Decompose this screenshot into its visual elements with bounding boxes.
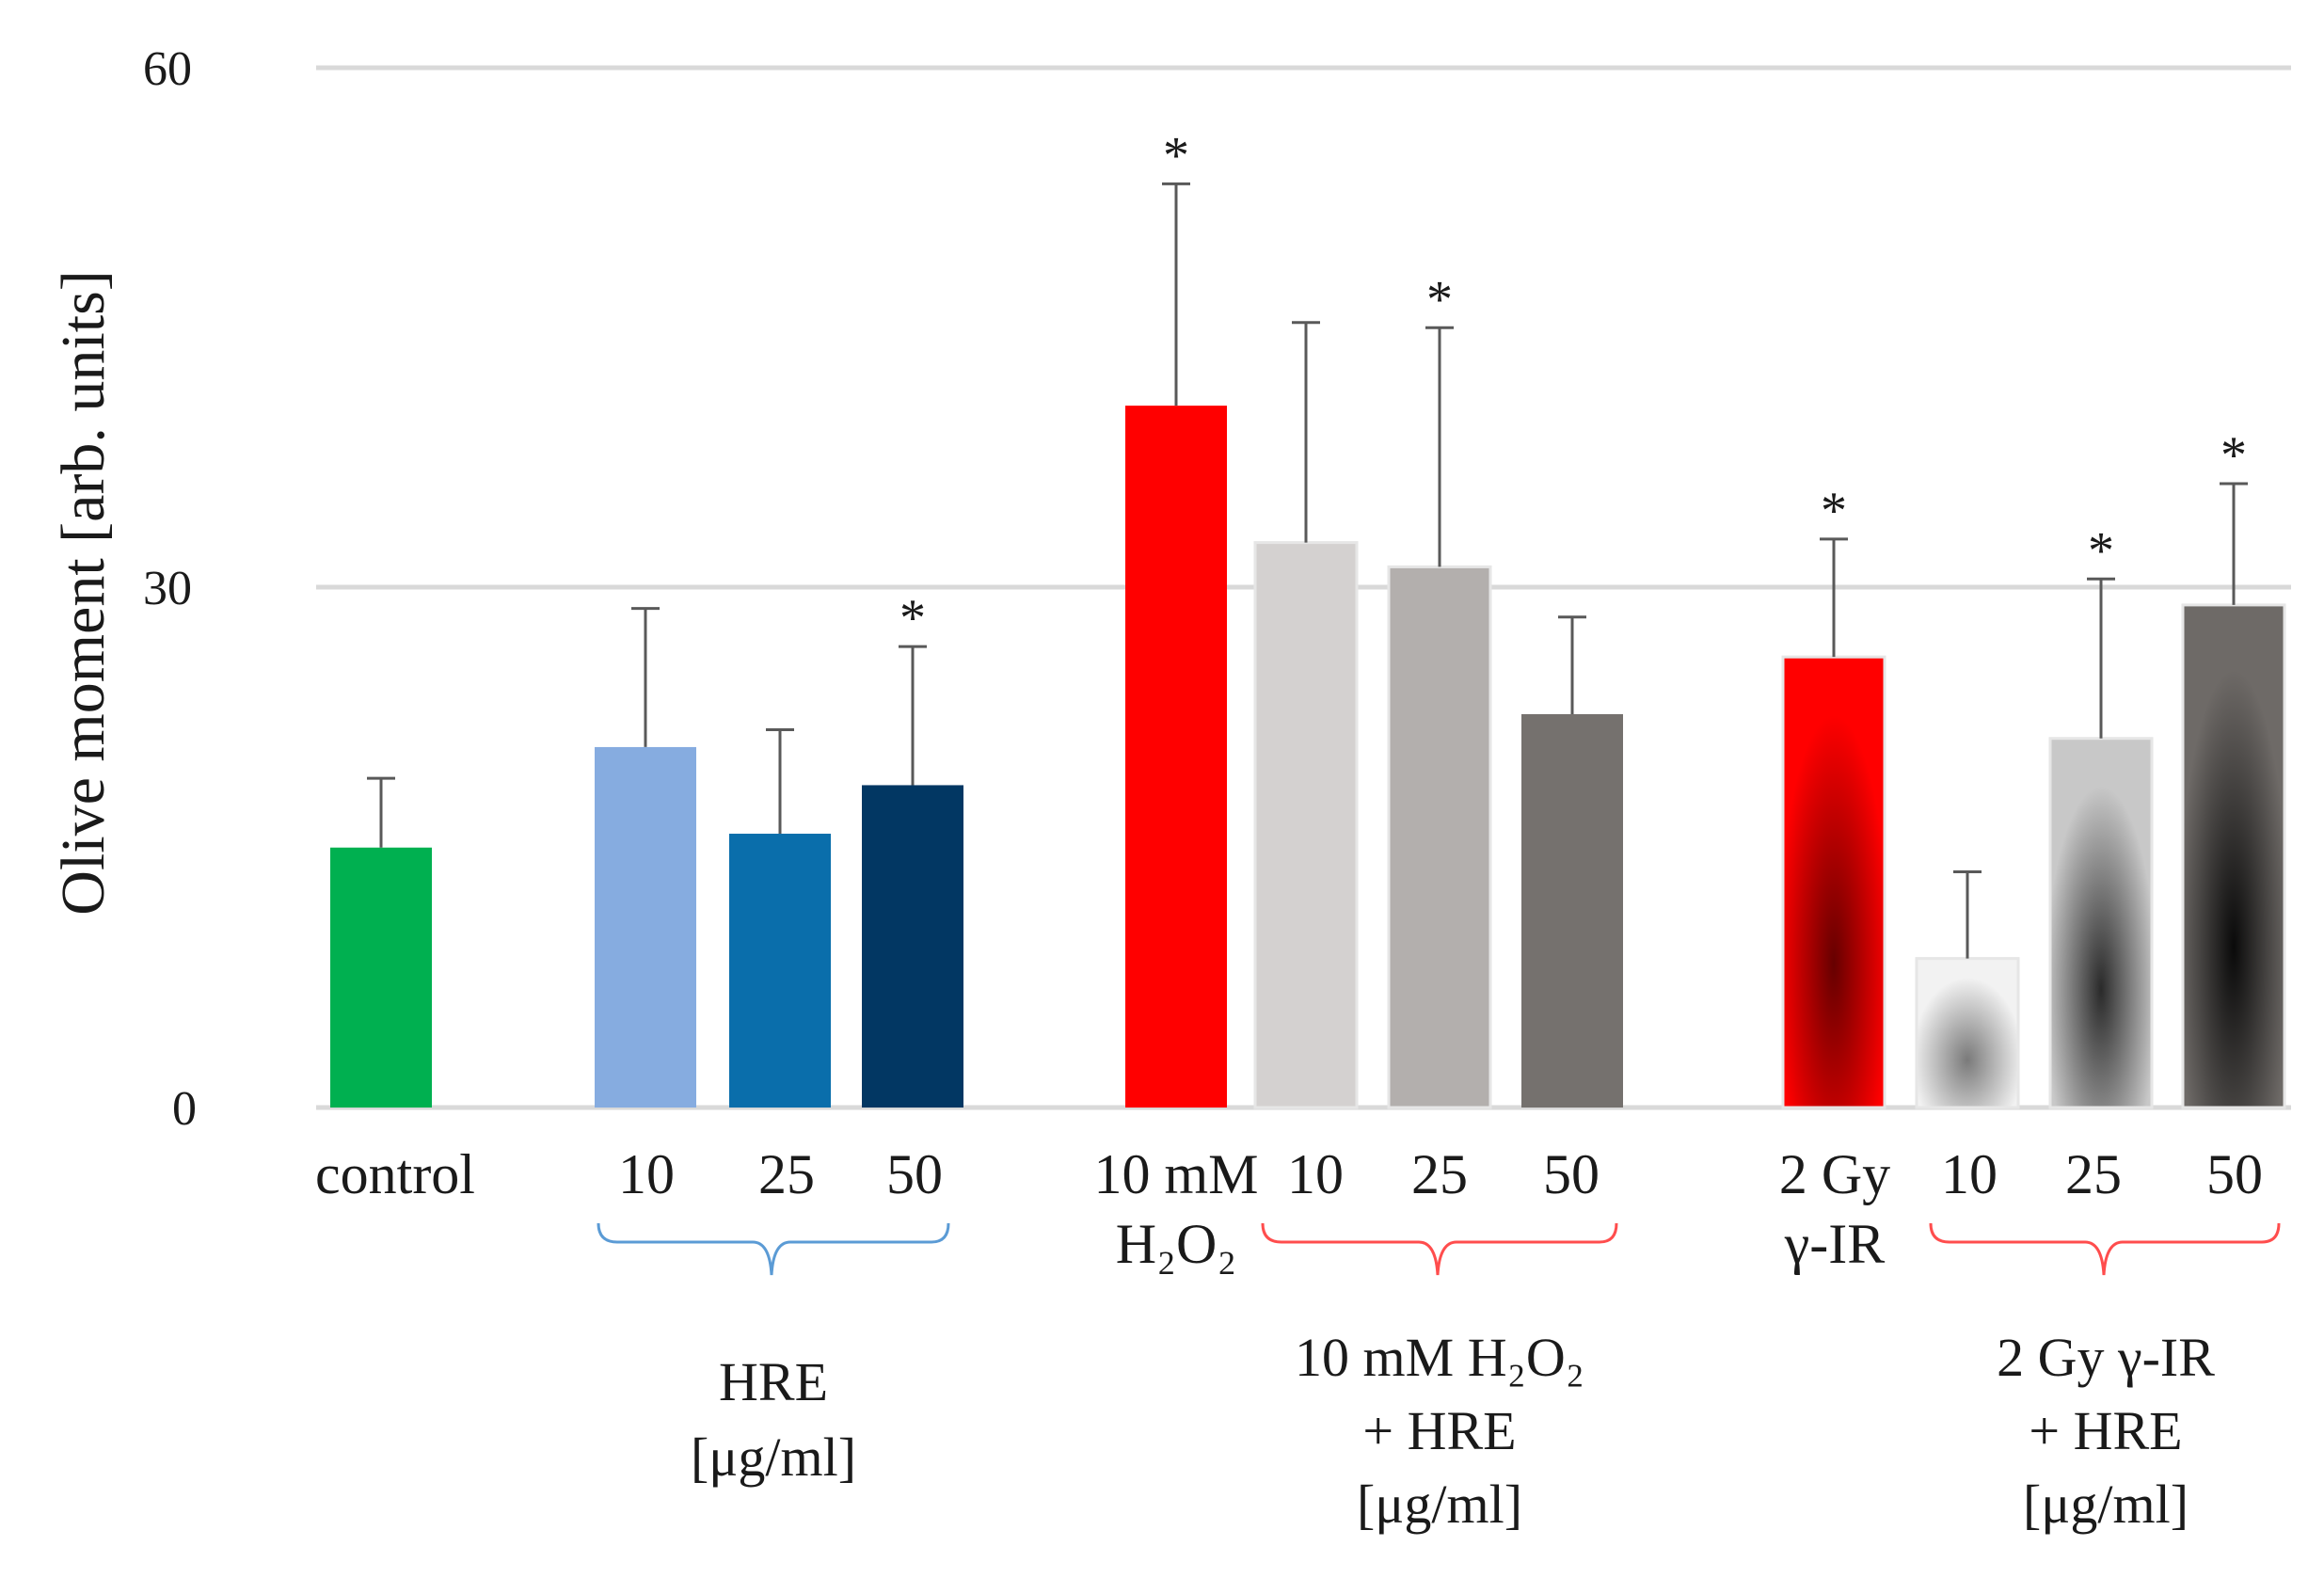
label-ir-line2: γ-IR bbox=[1784, 1213, 1886, 1275]
errorbar-h2o2-hre-25 bbox=[1425, 326, 1454, 567]
bar-ir-hre-25 bbox=[2048, 737, 2154, 1109]
group-label-h2o2-hre-line2: + HRE bbox=[1362, 1400, 1516, 1461]
label-hre-50: 50 bbox=[886, 1143, 943, 1205]
y-tick-0: 0 bbox=[172, 1082, 197, 1136]
group-label-ir-hre-line2: + HRE bbox=[2029, 1400, 2182, 1461]
errorbar-hre-25 bbox=[766, 728, 794, 835]
errorbar-h2o2-hre-50 bbox=[1558, 615, 1586, 714]
label-hre-10: 10 bbox=[618, 1143, 675, 1205]
bar-h2o2-hre-25 bbox=[1387, 565, 1492, 1109]
category-labels: control 10 25 50 10 mM H₂O₂ 10 25 50 2 G… bbox=[315, 1143, 2263, 1275]
sig-mark-hre-50: * bbox=[899, 589, 926, 647]
bar-control bbox=[330, 847, 432, 1108]
bar-h2o2-hre-10 bbox=[1253, 541, 1359, 1109]
y-tick-60: 60 bbox=[143, 42, 192, 96]
label-h2o2-hre-10: 10 bbox=[1287, 1143, 1344, 1205]
errorbar-ir-hre-25 bbox=[2087, 577, 2115, 739]
label-h2o2-hre-50: 50 bbox=[1543, 1143, 1600, 1205]
group-label-h2o2-hre-line3: [μg/ml] bbox=[1357, 1474, 1522, 1535]
errorbar-hre-10 bbox=[631, 607, 660, 747]
label-hre-25: 25 bbox=[758, 1143, 815, 1205]
bracket-h2o2-hre bbox=[1261, 1222, 1618, 1276]
bar-h2o2 bbox=[1125, 406, 1227, 1108]
errorbar-ir bbox=[1820, 537, 1848, 658]
sig-mark-h2o2-hre-25: * bbox=[1426, 270, 1453, 328]
bars bbox=[330, 406, 2286, 1109]
bar-ir-hre-10 bbox=[1915, 957, 2020, 1109]
errorbar-control bbox=[367, 776, 395, 848]
sig-mark-ir-hre-50: * bbox=[2221, 426, 2247, 485]
bar-h2o2-hre-50 bbox=[1521, 713, 1623, 1108]
label-h2o2-hre-25: 25 bbox=[1411, 1143, 1468, 1205]
y-tick-30: 30 bbox=[143, 562, 192, 615]
sig-mark-ir: * bbox=[1821, 482, 1847, 540]
group-brackets bbox=[597, 1222, 2281, 1276]
group-label-hre-line2: [μg/ml] bbox=[691, 1427, 856, 1488]
label-h2o2-line1: 10 mM bbox=[1093, 1143, 1258, 1205]
significance-marks: * * * * * * bbox=[899, 126, 2247, 647]
label-control: control bbox=[315, 1143, 475, 1205]
error-bars bbox=[367, 182, 2248, 959]
bar-hre-50 bbox=[862, 785, 963, 1108]
y-axis-label: Olive moment [arb. units] bbox=[49, 270, 118, 916]
group-label-ir-hre-line3: [μg/ml] bbox=[2023, 1474, 2189, 1535]
label-ir-hre-50: 50 bbox=[2206, 1143, 2263, 1205]
bar-ir-hre-50 bbox=[2181, 603, 2286, 1109]
group-label-hre-line1: HRE bbox=[719, 1351, 828, 1412]
errorbar-ir-hre-50 bbox=[2220, 482, 2248, 605]
group-labels: HRE [μg/ml] 10 mM H₂O₂ + HRE [μg/ml] 2 G… bbox=[691, 1327, 2215, 1535]
errorbar-h2o2-hre-10 bbox=[1292, 321, 1320, 543]
errorbar-ir-hre-10 bbox=[1953, 870, 1982, 959]
bar-hre-25 bbox=[729, 834, 831, 1108]
group-label-ir-hre-line1: 2 Gy γ-IR bbox=[1997, 1327, 2215, 1388]
sig-mark-h2o2: * bbox=[1163, 126, 1189, 184]
errorbar-hre-50 bbox=[899, 645, 927, 786]
sig-mark-ir-hre-25: * bbox=[2088, 521, 2114, 580]
bar-hre-10 bbox=[595, 746, 696, 1108]
label-h2o2-line2: H₂O₂ bbox=[1116, 1213, 1237, 1275]
label-ir-hre-25: 25 bbox=[2065, 1143, 2122, 1205]
label-ir-hre-10: 10 bbox=[1941, 1143, 1998, 1205]
y-axis: 60 30 0 Olive moment [arb. units] bbox=[49, 42, 197, 1136]
group-label-h2o2-hre-line1: 10 mM H₂O₂ bbox=[1295, 1327, 1584, 1388]
bracket-hre bbox=[597, 1222, 950, 1276]
errorbar-h2o2 bbox=[1162, 182, 1190, 406]
bar-ir bbox=[1781, 655, 1886, 1109]
label-ir-line1: 2 Gy bbox=[1779, 1143, 1890, 1205]
bracket-ir-hre bbox=[1929, 1222, 2281, 1276]
